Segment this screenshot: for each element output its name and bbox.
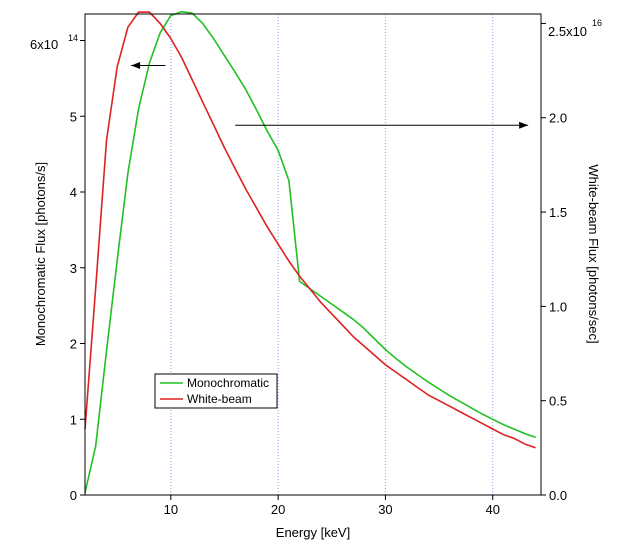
- legend-label-monochromatic: Monochromatic: [187, 376, 269, 390]
- annotation-layer: [131, 62, 529, 129]
- left-tick-label-5: 5: [70, 109, 77, 124]
- left-scale-label: 6x10: [30, 37, 58, 52]
- series-line-monochromatic: [84, 10, 536, 493]
- left-tick-label-2: 2: [70, 337, 77, 352]
- axes-layer: 10 20 30 40 0 1 2 3 4 5 0.0 0.5 1.0 1.5 2.0: [70, 22, 567, 517]
- left-scale-exponent: 14: [68, 33, 78, 43]
- right-tick-label-4: 2.0: [549, 111, 567, 126]
- left-tick-label-3: 3: [70, 261, 77, 276]
- x-tick-label-1: 20: [271, 502, 285, 517]
- left-tick-label-0: 0: [70, 488, 77, 503]
- left-tick-label-4: 4: [70, 185, 77, 200]
- legend-label-white-beam: White-beam: [187, 392, 252, 406]
- right-scale-exponent: 16: [592, 18, 602, 28]
- arrow-head-right: [519, 121, 529, 129]
- right-tick-label-3: 1.5: [549, 205, 567, 220]
- right-tick-label-0: 0.0: [549, 488, 567, 503]
- x-tick-label-0: 10: [164, 502, 178, 517]
- arrow-head-left: [131, 62, 141, 70]
- x-axis-title: Energy [keV]: [276, 525, 350, 540]
- right-tick-label-2: 1.0: [549, 299, 567, 314]
- legend-box: [154, 373, 278, 409]
- plot-frame: [84, 13, 542, 496]
- x-tick-label-2: 30: [378, 502, 392, 517]
- left-axis-title: Monochromatic Flux [photons/s]: [33, 162, 48, 346]
- right-tick-label-1: 0.5: [549, 394, 567, 409]
- grid-layer: [170, 14, 494, 495]
- left-tick-label-1: 1: [70, 412, 77, 427]
- series-layer: [84, 10, 536, 493]
- right-axis-title: White-beam Flux [photons/sec]: [586, 164, 601, 343]
- series-line-white-beam: [84, 11, 536, 449]
- legend: Monochromatic White-beam: [154, 373, 278, 409]
- right-scale-label: 2.5x10: [548, 24, 587, 39]
- x-tick-label-3: 40: [485, 502, 499, 517]
